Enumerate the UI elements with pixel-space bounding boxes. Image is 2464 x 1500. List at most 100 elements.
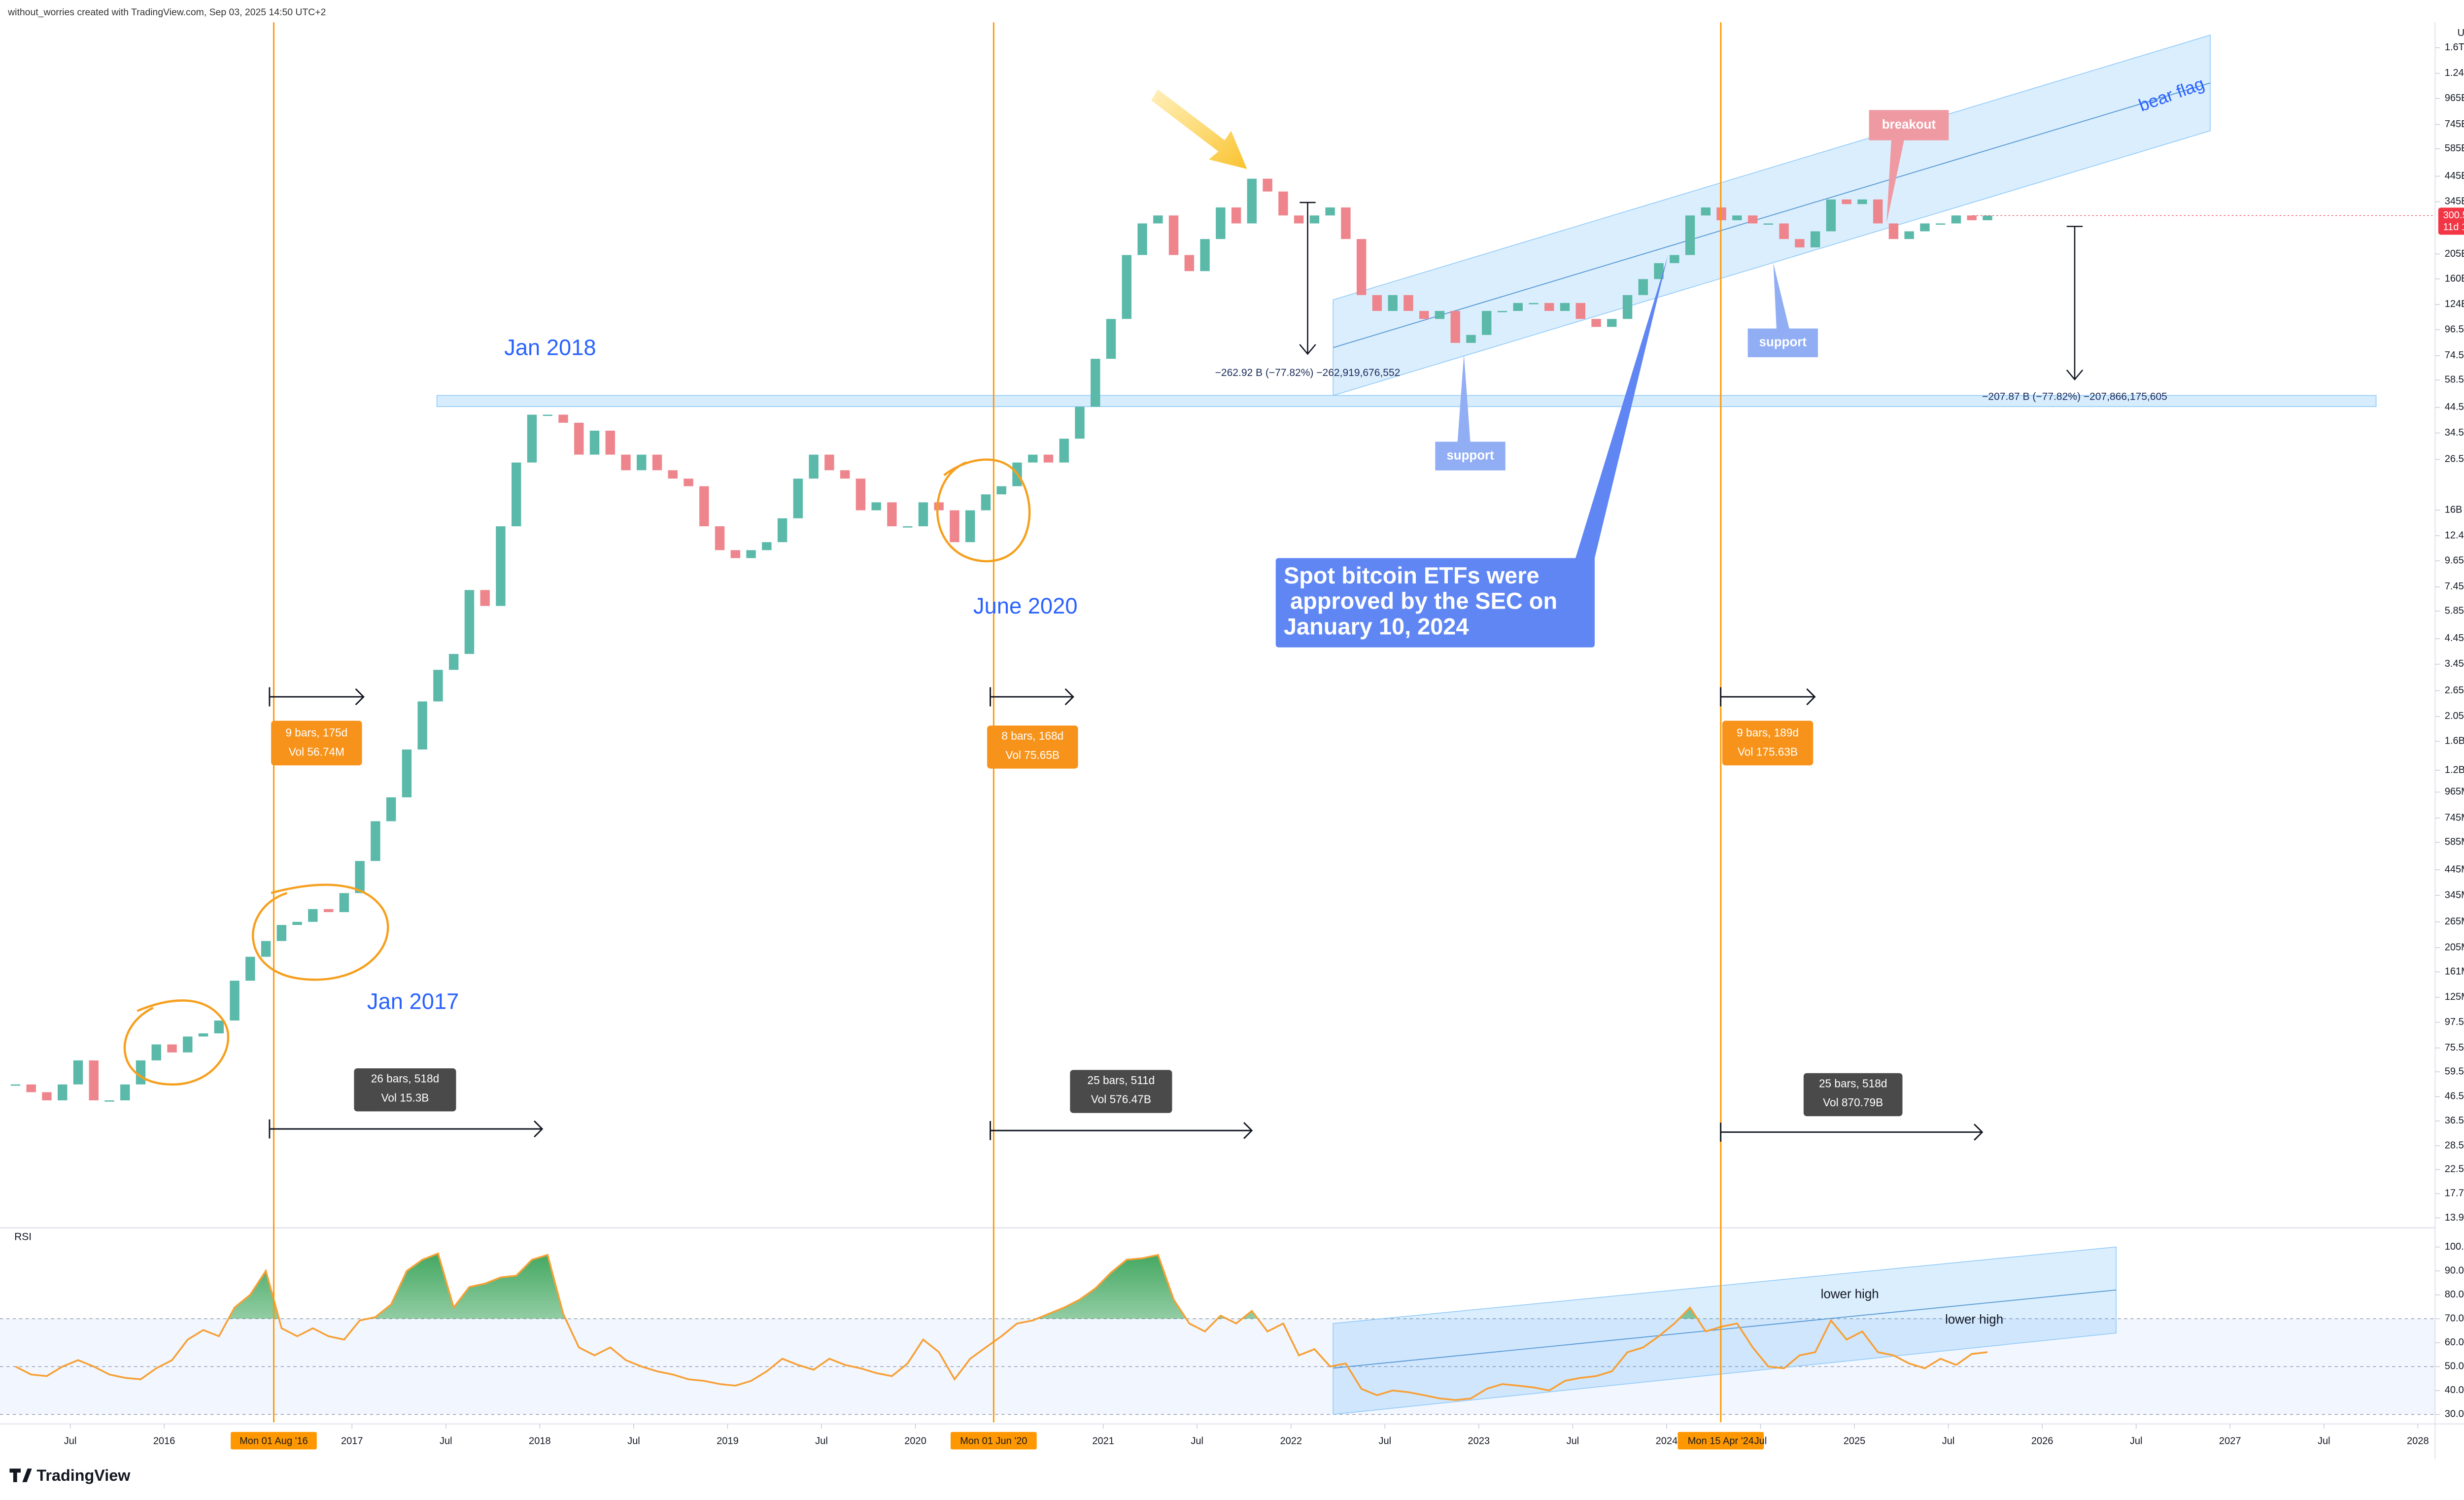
x-tick-label: Jul [1191, 1436, 1203, 1447]
y-tick-label: 74.5B [2445, 350, 2464, 361]
candle [605, 430, 615, 455]
x-tick-label: Jul [1378, 1436, 1391, 1447]
candle [777, 518, 787, 543]
candle [543, 414, 552, 416]
circle [252, 884, 389, 981]
rsi-channel-midline [1333, 1289, 2117, 1369]
range-box [354, 1068, 456, 1112]
y-tick-label: 205B [2445, 248, 2464, 259]
candle [1419, 310, 1429, 319]
marker-label-box [950, 1432, 1037, 1450]
x-tick-label: 2028 [2407, 1436, 2429, 1447]
y-tick-label: 59.5M [2445, 1066, 2464, 1077]
candle [1732, 215, 1742, 220]
circle [936, 458, 1031, 563]
x-tick-label: Jul [2130, 1436, 2143, 1447]
y-tick-label: 75.5M [2445, 1042, 2464, 1053]
range-label: Vol 15.3B [381, 1091, 429, 1104]
y-tick-label: 585B [2445, 143, 2464, 154]
rsi-background [0, 1318, 2435, 1415]
candle [527, 414, 537, 463]
candles [10, 178, 1992, 1102]
candle [1622, 295, 1633, 319]
candle [448, 654, 459, 670]
candle [230, 981, 240, 1021]
candle [261, 941, 271, 957]
y-tick-label: 28.5M [2445, 1140, 2464, 1151]
y-tick-label: 58.5B [2445, 374, 2464, 385]
note: January 10, 2024 [1284, 614, 1469, 639]
candle [746, 550, 756, 558]
candle [1701, 207, 1711, 216]
candle [276, 925, 287, 941]
candle [1654, 263, 1664, 279]
x-tick-label: 2022 [1280, 1436, 1302, 1447]
measure-arrows [1299, 202, 2084, 381]
header: without_worries created with TradingView… [7, 7, 326, 18]
y-tick-label: 30.00 [2445, 1409, 2464, 1420]
range-arrow [990, 687, 1074, 707]
x-tick-label: 2018 [529, 1436, 551, 1447]
y-tick-label: 36.5M [2445, 1115, 2464, 1126]
candle [1983, 215, 1992, 220]
marker-label-box [231, 1432, 317, 1450]
candle [1200, 239, 1210, 272]
x-tick-label: Jul [1942, 1436, 1955, 1447]
candle [1591, 319, 1601, 327]
candle [308, 909, 318, 922]
countdown: 11d 12h [2443, 222, 2464, 233]
y-tick-label: 16B [2445, 504, 2463, 515]
candle [323, 909, 334, 913]
candle [1685, 215, 1695, 255]
y-tick-label: 160B [2445, 273, 2464, 284]
candle [104, 1100, 114, 1102]
overbought-fill [228, 1253, 1698, 1319]
y-tick-label: 124B [2445, 299, 2464, 309]
note: Spot bitcoin ETFs were [1284, 563, 1540, 588]
range-box [1803, 1073, 1903, 1117]
candle [10, 1084, 21, 1086]
y-tick-label: 5.85B [2445, 606, 2464, 616]
callout-box [1435, 354, 1506, 471]
range-label: Vol 56.74M [289, 745, 344, 758]
y-tick-label: 125M [2445, 991, 2464, 1002]
candle [417, 701, 427, 750]
annotation: Jan 2018 [504, 335, 596, 360]
candle [793, 478, 803, 518]
candle [1544, 303, 1554, 311]
candle [1231, 207, 1241, 224]
candle [1168, 215, 1179, 255]
range-arrow [269, 687, 365, 707]
support-band [436, 395, 2377, 407]
range-arrow [1720, 1123, 1984, 1142]
candle [1294, 215, 1304, 224]
y-tick-label: 70.00 [2445, 1313, 2464, 1324]
y-tick-label: 745B [2445, 119, 2464, 130]
channel-midline [1333, 82, 2211, 348]
annotation: Jan 2017 [367, 989, 459, 1014]
x-tick-label: Jul [1567, 1436, 1579, 1447]
y-tick-label: 3.45B [2445, 658, 2464, 669]
candle [1309, 215, 1320, 224]
candle [840, 470, 850, 479]
candle [762, 542, 772, 550]
y-tick-label: 9.65B [2445, 555, 2464, 566]
y-tick-label: 26.5B [2445, 454, 2464, 465]
y-tick-label: 90.00 [2445, 1265, 2464, 1276]
candle [1388, 295, 1398, 311]
y-tick-label: 17.7M [2445, 1188, 2464, 1199]
candle [355, 861, 365, 893]
y-tick-label: 345B [2445, 196, 2464, 207]
x-tick-label: 2026 [2031, 1436, 2053, 1447]
candle [1638, 279, 1648, 295]
candle [668, 470, 678, 479]
y-tick-label: 96.5B [2445, 324, 2464, 335]
currency: USD [2458, 28, 2464, 38]
candle [1325, 207, 1335, 216]
x-tick-label: 2019 [717, 1436, 739, 1447]
candle [589, 430, 600, 455]
candle [574, 422, 584, 455]
candle [871, 502, 881, 511]
candle [1951, 215, 1961, 224]
